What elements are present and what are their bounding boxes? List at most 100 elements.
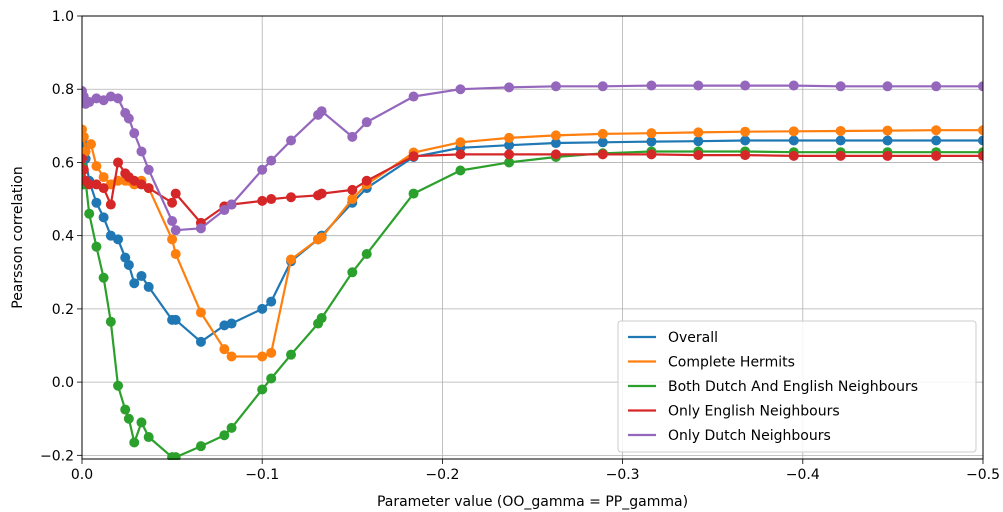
data-point: [219, 344, 230, 355]
data-point: [105, 199, 116, 210]
data-point: [143, 164, 154, 175]
data-point: [286, 349, 297, 360]
data-point: [266, 194, 277, 205]
data-point: [597, 149, 608, 160]
x-tick-label: −0.4: [786, 467, 820, 483]
data-point: [113, 157, 124, 168]
data-point: [84, 208, 95, 219]
y-tick-label: 0.6: [52, 155, 74, 171]
data-point: [347, 194, 358, 205]
data-point: [316, 232, 327, 243]
legend-item-only-english-neighbours: Only English Neighbours: [628, 404, 840, 420]
data-point: [120, 404, 131, 415]
data-point: [219, 430, 230, 441]
data-point: [113, 380, 124, 391]
plot-frame: [81, 15, 984, 460]
data-point: [226, 422, 237, 433]
data-point: [931, 125, 942, 136]
data-point: [550, 130, 561, 141]
data-point: [835, 135, 846, 146]
data-point: [136, 417, 147, 428]
data-point: [504, 149, 515, 160]
legend-label: Only Dutch Neighbours: [668, 428, 831, 444]
data-point: [82, 146, 91, 157]
data-point: [129, 278, 140, 289]
data-point: [504, 140, 515, 151]
data-point: [788, 126, 799, 137]
data-point: [226, 199, 237, 210]
legend-box: [617, 320, 977, 453]
data-point: [91, 161, 102, 172]
data-point: [455, 84, 466, 95]
data-point: [266, 347, 277, 358]
data-point: [361, 117, 372, 128]
data-point: [170, 248, 181, 259]
data-point: [129, 128, 140, 139]
data-point: [361, 248, 372, 259]
data-point: [740, 126, 751, 137]
data-point: [219, 205, 230, 216]
data-point: [195, 441, 206, 452]
data-point: [82, 131, 89, 142]
data-point: [316, 188, 327, 199]
data-point: [978, 135, 983, 146]
data-point: [931, 81, 942, 92]
series-only-english-neighbours: [82, 149, 983, 228]
data-point: [143, 281, 154, 292]
data-point: [646, 136, 657, 147]
data-point: [98, 183, 109, 194]
data-point: [136, 146, 147, 157]
data-point: [257, 303, 268, 314]
data-point: [266, 296, 277, 307]
data-point: [91, 197, 102, 208]
data-point: [504, 82, 515, 93]
data-point: [113, 234, 124, 245]
x-tick-label: −0.3: [606, 467, 640, 483]
data-point: [84, 179, 95, 190]
legend-item-complete-hermits: Complete Hermits: [628, 355, 795, 371]
data-point: [455, 137, 466, 148]
data-point: [504, 157, 515, 168]
data-point: [931, 135, 942, 146]
data-point: [361, 175, 372, 186]
data-point: [408, 188, 419, 199]
y-tick-label: 0.4: [52, 229, 74, 245]
data-point: [978, 125, 983, 136]
data-point: [82, 153, 87, 164]
data-point: [931, 150, 942, 161]
data-point: [550, 149, 561, 160]
data-point: [347, 267, 358, 278]
legend-item-overall: Overall: [628, 330, 718, 346]
data-point: [597, 81, 608, 92]
data-point: [882, 125, 893, 136]
data-point: [123, 413, 134, 424]
data-point: [286, 192, 297, 203]
data-point: [408, 151, 419, 162]
series-only-dutch-neighbours: [82, 80, 983, 236]
data-point: [978, 150, 983, 161]
data-point: [170, 188, 181, 199]
data-point: [105, 316, 116, 327]
data-point: [91, 241, 102, 252]
data-point: [408, 91, 419, 102]
legend-item-only-dutch-neighbours: Only Dutch Neighbours: [628, 428, 831, 444]
data-point: [226, 318, 237, 329]
data-point: [740, 150, 751, 161]
data-point: [286, 135, 297, 146]
data-point: [835, 150, 846, 161]
data-point: [123, 113, 134, 124]
data-point: [143, 183, 154, 194]
data-point: [882, 135, 893, 146]
data-point: [455, 165, 466, 176]
data-point: [136, 270, 147, 281]
y-tick-label: −0.2: [40, 448, 74, 464]
data-point: [257, 164, 268, 175]
series-group: [82, 80, 983, 460]
data-point: [347, 184, 358, 195]
data-point: [835, 81, 846, 92]
legend: Overall Complete Hermits Both Dutch And En…: [617, 320, 977, 453]
data-point: [316, 106, 327, 117]
data-point: [86, 139, 97, 150]
data-point: [693, 80, 704, 91]
x-tick-label: −0.2: [425, 467, 459, 483]
